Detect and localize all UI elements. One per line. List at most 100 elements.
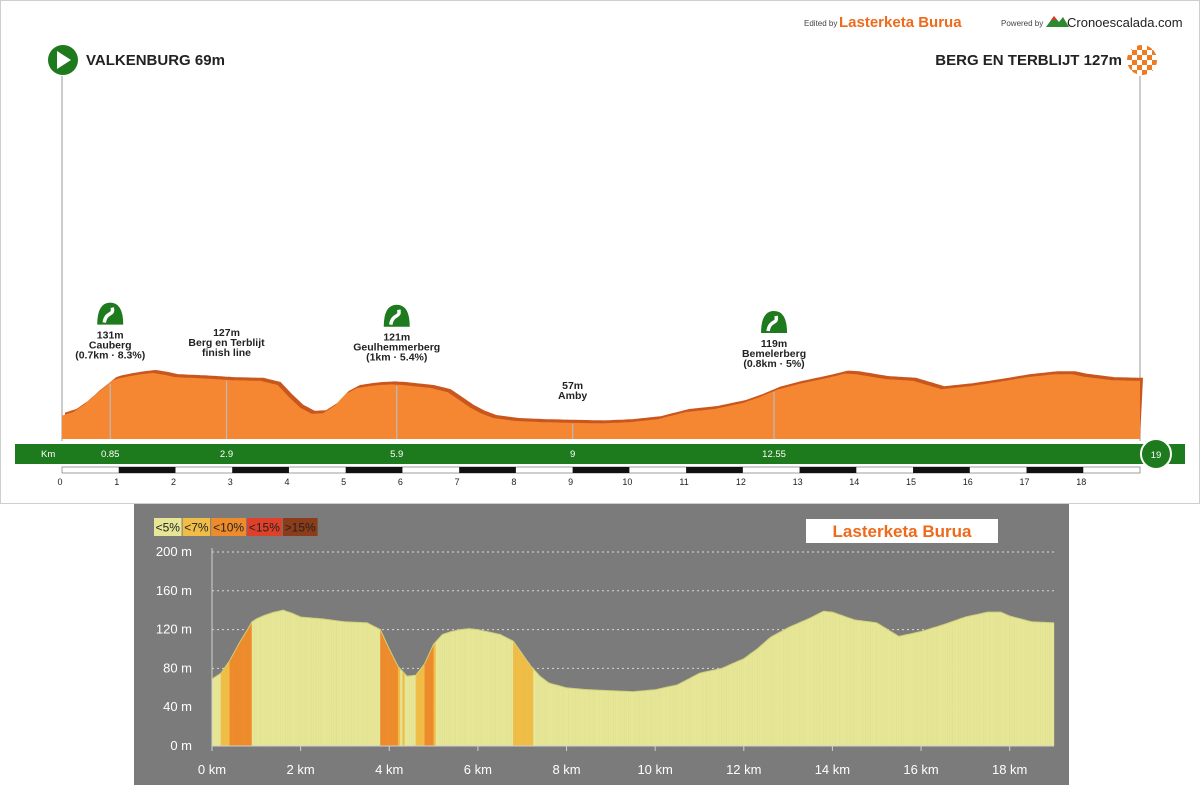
gradient-segment: [861, 620, 864, 747]
gradient-segment: [1049, 622, 1052, 747]
gradient-segment: [517, 647, 521, 747]
gradient-segment: [621, 691, 625, 747]
gradient-segment: [960, 617, 964, 747]
gradient-segment: [650, 689, 654, 747]
gradient-segment: [803, 619, 806, 747]
gradient-segment: [741, 658, 744, 747]
gradient-segment: [725, 665, 729, 747]
gradient-segment: [659, 688, 662, 747]
gradient-segment: [479, 629, 483, 747]
gradient-segment: [391, 653, 394, 747]
point-label-0: 131m: [97, 330, 124, 342]
gradient-segment: [247, 625, 250, 747]
gradient-segment: [369, 623, 372, 747]
gradient-segment: [453, 630, 456, 747]
gradient-segment: [588, 689, 592, 747]
gradient-segment: [278, 610, 281, 747]
gradient-segment: [599, 690, 603, 747]
gradient-segment: [849, 618, 853, 747]
ruler-segment: [118, 467, 176, 473]
powered-by-label: Powered by: [1001, 19, 1043, 28]
ruler-segment: [1026, 467, 1084, 473]
gradient-segment: [608, 690, 611, 747]
gradient-segment: [495, 633, 498, 747]
gradient-segment: [776, 632, 780, 747]
point-label-3: Amby: [558, 390, 587, 402]
gradient-segment: [302, 617, 306, 747]
gradient-segment: [420, 666, 423, 747]
legend-label: <5%: [156, 521, 181, 535]
gradient-segment: [1027, 620, 1030, 747]
gradient-segment: [486, 631, 490, 747]
gradient-segment: [424, 658, 428, 747]
gradient-segment: [750, 651, 753, 747]
gradient-segment: [293, 613, 297, 747]
gradient-segment: [1040, 622, 1044, 747]
legend-label: <7%: [184, 521, 209, 535]
gradient-segment: [872, 622, 875, 747]
ruler-tick-label: 3: [228, 477, 233, 487]
gradient-segment: [318, 618, 321, 747]
gradient-segment: [688, 677, 691, 747]
gradient-segment: [575, 688, 578, 747]
editor-brand: Lasterketa Burua: [839, 14, 962, 31]
gradient-segment: [876, 622, 880, 747]
gradient-segment: [765, 638, 769, 747]
gradient-segment: [530, 666, 534, 747]
gradient-segment: [519, 650, 523, 747]
gradient-segment: [238, 639, 241, 747]
gradient-segment: [929, 627, 933, 747]
gradient-segment: [358, 622, 361, 747]
gradient-segment: [998, 611, 1001, 747]
gradient-segment: [985, 611, 988, 747]
y-tick-label: 80 m: [163, 660, 192, 675]
gradient-segment: [433, 641, 436, 747]
gradient-segment: [830, 611, 833, 747]
gradient-segment: [335, 620, 339, 747]
gradient-segment: [537, 673, 541, 747]
gradient-segment: [974, 614, 977, 747]
gradient-segment: [971, 614, 975, 747]
gradient-segment: [304, 617, 308, 747]
legend-swatch: [182, 518, 211, 536]
gradient-segment: [351, 621, 354, 747]
gradient-segment: [431, 644, 434, 747]
x-tick-label: 2 km: [287, 762, 315, 777]
gradient-segment: [934, 626, 937, 747]
gradient-segment: [273, 611, 277, 747]
gradient-segment: [462, 628, 465, 747]
gradient-segment: [380, 629, 383, 747]
gradient-segment: [832, 611, 835, 747]
gradient-segment: [768, 637, 771, 747]
gradient-segment: [626, 691, 629, 747]
gradient-segment: [801, 620, 804, 747]
gradient-segment: [823, 611, 826, 747]
x-tick-label: 14 km: [815, 762, 850, 777]
gradient-segment: [426, 653, 430, 747]
gradient-segment: [1002, 612, 1006, 747]
km-mark-4: 12.55: [762, 449, 786, 460]
gradient-segment: [745, 655, 749, 747]
km-bar: [15, 444, 1185, 464]
gradient-segment: [253, 618, 257, 747]
gradient-segment: [362, 622, 366, 747]
point-label-4: 119m: [761, 338, 787, 350]
gradient-segment: [1020, 618, 1024, 747]
gradient-segment: [231, 651, 235, 747]
gradient-segment: [577, 688, 580, 747]
gradient-segment: [451, 630, 454, 747]
km-mark-3: 9: [570, 449, 575, 460]
gradient-segment: [982, 612, 986, 747]
gradient-segment: [683, 679, 687, 747]
gradient-segment: [364, 622, 368, 747]
gradient-segment: [269, 612, 272, 747]
gradient-segment: [648, 689, 651, 747]
gradient-segment: [535, 670, 538, 747]
gradient-segment: [604, 690, 607, 747]
gradient-segment: [918, 631, 922, 747]
gradient-segment: [1007, 614, 1010, 747]
gradient-segment: [951, 620, 955, 747]
gradient-chart: <5% <7% <10% <15% >15% Lasterketa Burua 0 m 4…: [154, 518, 1055, 777]
gradient-segment: [522, 653, 525, 747]
gradient-segment: [770, 635, 773, 747]
